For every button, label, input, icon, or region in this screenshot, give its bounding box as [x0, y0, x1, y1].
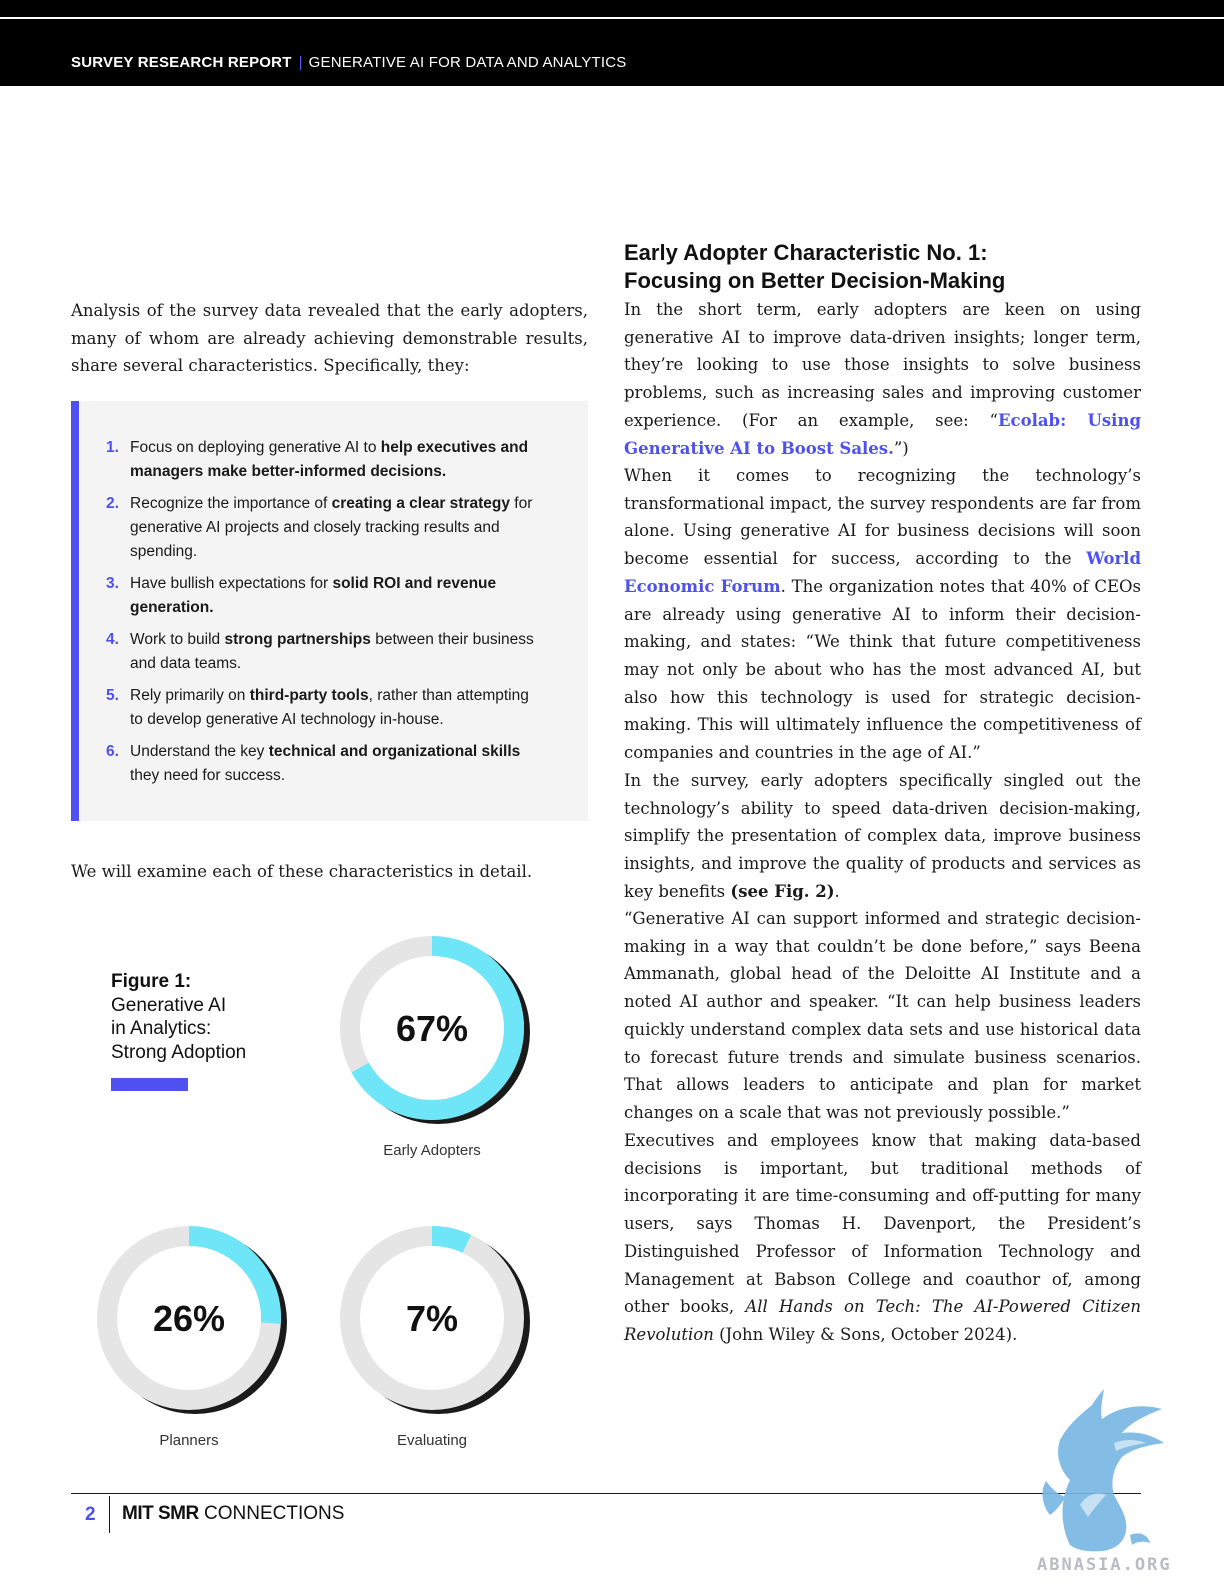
callout-accent-bar [71, 401, 79, 821]
header-rule [0, 17, 1224, 19]
characteristic-highlight: third-party tools [249, 687, 369, 704]
characteristics-list: 1. Focus on deploying generative AI to he… [106, 436, 546, 796]
donut-label-evaluating: Evaluating [396, 1432, 468, 1449]
donut-hole [360, 956, 504, 1100]
section-heading-line-2: Focusing on Better Decision-Making [624, 268, 1006, 293]
brand-bold: MIT SMR [122, 1503, 199, 1524]
characteristic-text: Work to build [130, 631, 225, 648]
report-title: GENERATIVE AI FOR DATA AND ANALYTICS [308, 54, 627, 71]
characteristics-callout: 1. Focus on deploying generative AI to he… [71, 401, 588, 821]
griffin-watermark-logo [1042, 1389, 1164, 1552]
paragraph-4: “Generative AI can support informed and … [624, 909, 1141, 1122]
donut-label-early-adopters: Early Adopters [383, 1142, 481, 1159]
watermark-text: ABNASIA.ORG [1037, 1555, 1172, 1575]
intro-paragraph: Analysis of the survey data revealed tha… [71, 301, 588, 376]
figure-title-line-2: in Analytics: [111, 1018, 212, 1039]
figure-title: Figure 1: Generative AI in Analytics: St… [111, 970, 311, 1064]
paragraph-3-text: In the survey, early adopters specifical… [624, 771, 1141, 901]
examine-paragraph: We will examine each of these characteri… [71, 862, 533, 881]
book-title: All Hands on Tech: The AI-Powered Citize… [624, 1297, 1141, 1344]
fig-2-reference: (see Fig. 2) [730, 881, 835, 901]
characteristic-text: Understand the key [130, 743, 269, 760]
characteristic-item: 3. Have bullish expectations for solid RO… [106, 572, 546, 620]
wef-link[interactable]: World Economic Forum [624, 549, 1141, 596]
donut-hole [117, 1246, 261, 1390]
characteristic-number: 3. [106, 575, 119, 592]
characteristic-item: 4. Work to build strong partnerships betw… [106, 628, 546, 676]
characteristic-highlight: technical and organizational skills [268, 743, 521, 760]
characteristic-text-end: , rather than attempting to develop gene… [130, 687, 529, 728]
donut-value-arc [188, 1226, 281, 1324]
donut-percentage: 7% [406, 1298, 458, 1339]
brand-rest: CONNECTIONS [198, 1503, 345, 1524]
report-type: SURVEY RESEARCH REPORT [71, 54, 292, 71]
characteristic-number: 1. [106, 439, 119, 456]
paragraph-5-text: Executives and employees know that makin… [624, 1131, 1141, 1317]
characteristic-highlight: solid ROI and revenue generation. [130, 575, 497, 616]
donut-value-arc [431, 1226, 472, 1254]
section-heading-line-1: Early Adopter Characteristic No. 1: [624, 240, 988, 265]
paragraph-1: In the short term, early adopters are ke… [624, 296, 1141, 462]
characteristic-number: 2. [106, 495, 119, 512]
characteristic-text-end: they need for success. [130, 767, 286, 784]
characteristic-highlight: help executives and managers make better… [130, 439, 529, 480]
figure-title-line-3: Strong Adoption [111, 1041, 247, 1063]
donut-chart-svg: 7% [340, 1226, 530, 1414]
ecolab-link[interactable]: Ecolab: Using Generative AI to Boost Sal… [624, 410, 1141, 458]
header-text: SURVEY RESEARCH REPORT | GENERATIVE AI FOR… [71, 54, 627, 71]
donut-early-adopters: 67% [337, 933, 537, 1133]
paragraph-3: In the survey, early adopters specifical… [624, 767, 1141, 906]
characteristic-highlight: strong partnerships [224, 631, 371, 648]
donut-chart-svg: 67% [340, 936, 530, 1124]
characteristic-item: 5. Rely primarily on third-party tools, r… [106, 684, 546, 732]
report-header: SURVEY RESEARCH REPORT | GENERATIVE AI FOR… [0, 0, 1224, 86]
characteristic-number: 6. [106, 743, 119, 760]
footer-brand: MIT SMR CONNECTIONS [122, 1503, 344, 1525]
paragraph-1-text: In the short term, early adopters are ke… [624, 300, 1141, 430]
characteristic-text: Recognize the importance of [130, 495, 332, 512]
characteristic-text-end: between their business and data teams. [130, 631, 534, 672]
footer-divider [109, 1496, 110, 1533]
header-separator: | [298, 54, 303, 71]
paragraph-5: Executives and employees know that makin… [624, 1127, 1141, 1349]
characteristic-text: Focus on deploying generative AI to [130, 439, 381, 456]
footer-rule [71, 1493, 1141, 1494]
donut-hole [360, 1246, 504, 1390]
characteristic-highlight: creating a clear strategy [331, 495, 510, 512]
donut-percentage: 67% [396, 1008, 468, 1049]
donut-percentage: 26% [153, 1298, 225, 1339]
characteristic-item: 6. Understand the key technical and organ… [106, 740, 546, 788]
figure-label: Figure 1: [111, 971, 192, 992]
paragraph-2-text-a: When it comes to recognizing the technol… [624, 466, 1141, 569]
paragraph-5-end: (John Wiley & Sons, October 2024). [713, 1324, 1018, 1344]
section-heading: Early Adopter Characteristic No. 1: Focu… [624, 239, 1144, 295]
donut-evaluating: 7% [337, 1223, 537, 1423]
characteristic-text: Rely primarily on [130, 687, 250, 704]
characteristic-number: 5. [106, 687, 119, 704]
paragraph-1-end: ”) [893, 438, 909, 458]
donut-label-planners: Planners [159, 1432, 219, 1449]
page-number: 2 [85, 1504, 96, 1525]
paragraph-2-text-b: . The organization notes that 40% of CEO… [624, 576, 1141, 763]
figure-title-line-1: Generative AI [111, 994, 227, 1016]
characteristic-item: 2. Recognize the importance of creating a… [106, 492, 546, 564]
paragraph-2: When it comes to recognizing the technol… [624, 462, 1141, 767]
characteristic-item: 1. Focus on deploying generative AI to he… [106, 436, 546, 484]
characteristic-text-end: for generative AI projects and closely t… [130, 495, 533, 560]
paragraph-3-end: . [834, 881, 840, 901]
donut-chart-svg: 26% [97, 1226, 287, 1414]
figure-accent-swatch [111, 1078, 188, 1091]
donut-planners: 26% [94, 1223, 294, 1423]
characteristic-text: Have bullish expectations for [130, 575, 333, 592]
characteristic-number: 4. [106, 631, 119, 648]
donut-value-arc [351, 936, 524, 1120]
